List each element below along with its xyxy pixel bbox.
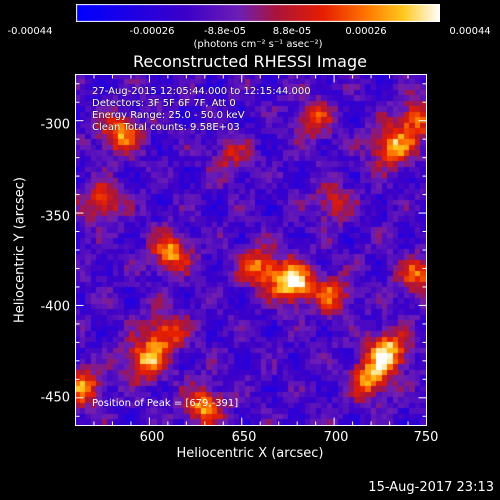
y-tick-label: -450: [40, 390, 70, 406]
y-tick-label: -300: [40, 117, 70, 133]
colorbar-tick: -8.8e-05: [204, 26, 246, 37]
info-total-counts: Clean Total counts: 9.58E+03: [92, 122, 240, 133]
y-tick-label: -350: [40, 209, 70, 225]
x-tick-label: 750: [413, 430, 439, 445]
colorbar-unit-label: (photons cm⁻² s⁻¹ asec⁻²): [193, 39, 323, 50]
info-energy-range: Energy Range: 25.0 - 50.0 keV: [92, 110, 245, 121]
y-axis-label: Heliocentric Y (arcsec): [12, 177, 28, 323]
y-tick-label: -400: [40, 299, 70, 315]
peak-position-label: Position of Peak = [679,-391]: [92, 398, 239, 409]
colorbar-tick: -0.00026: [129, 26, 175, 37]
colorbar-tick: 0.00044: [449, 26, 491, 37]
x-axis-label: Heliocentric X (arcsec): [176, 446, 324, 461]
colorbar-tick: -0.00044: [7, 26, 53, 37]
y-tick-marks: [75, 83, 427, 417]
x-tick-label: 650: [231, 430, 257, 445]
x-tick-label: 700: [323, 430, 349, 445]
x-tick-marks: [75, 74, 427, 426]
colorbar-tick: 0.00026: [345, 26, 387, 37]
info-time-range: 27-Aug-2015 12:05:44.000 to 12:15:44.000: [92, 86, 311, 97]
info-detectors: Detectors: 3F 5F 6F 7F, Att 0: [92, 98, 236, 109]
colorbar: [76, 4, 440, 22]
x-tick-label: 600: [139, 430, 165, 445]
heatmap-image: [75, 74, 426, 425]
colorbar-tick: 8.8e-05: [272, 26, 312, 37]
plot-title: Reconstructed RHESSI Image: [133, 52, 367, 71]
timestamp: 15-Aug-2017 23:13: [368, 480, 494, 495]
